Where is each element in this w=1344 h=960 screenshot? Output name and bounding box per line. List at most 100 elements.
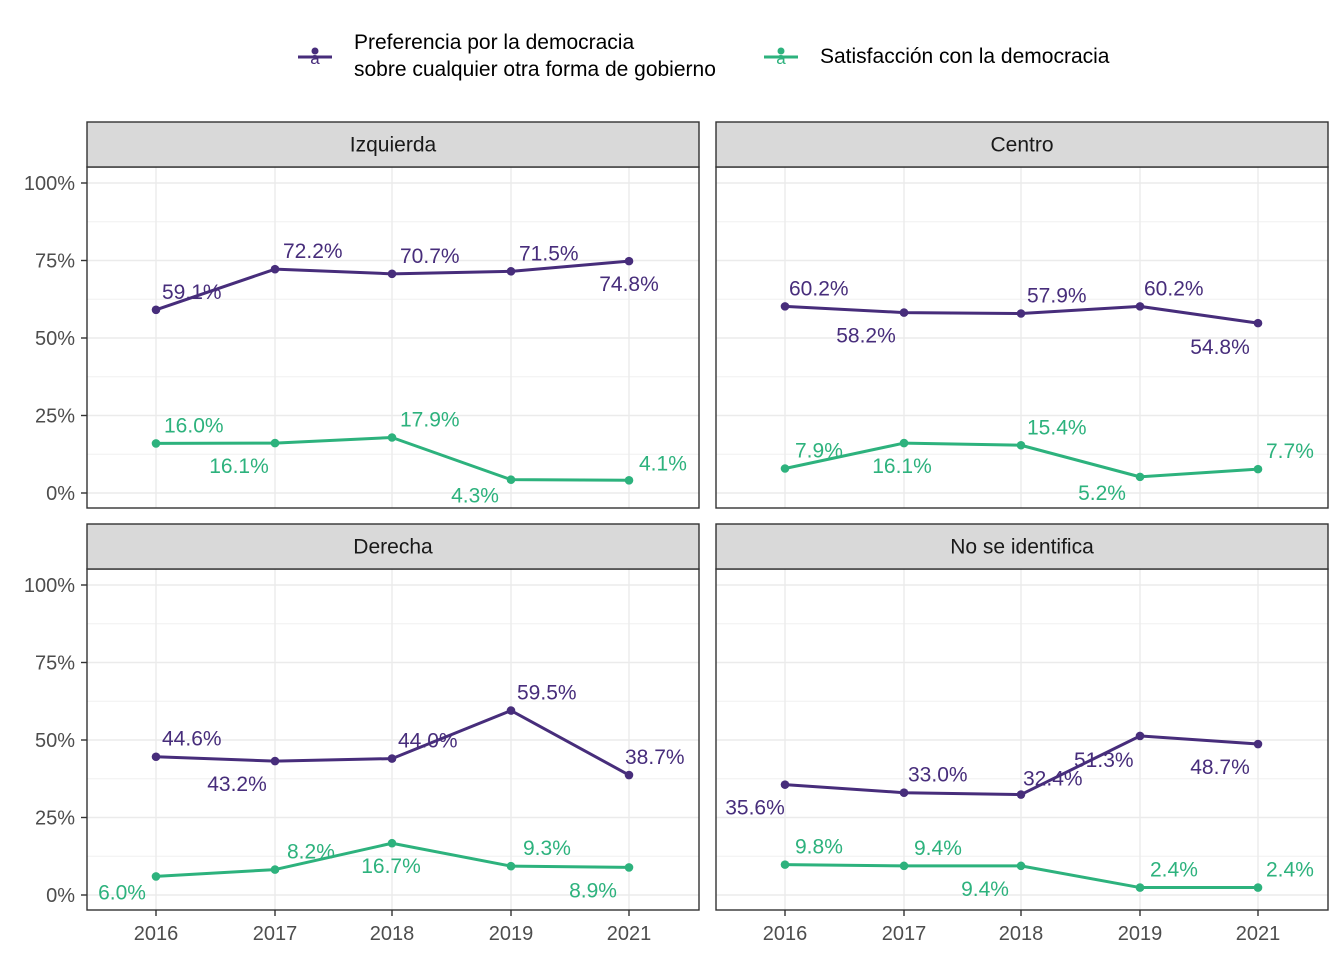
panel-derecha: Derecha 0% 25% 50% 75% 100% 2016 2017 2018 2019 20… — [24, 523, 700, 945]
data-point-sat — [1135, 472, 1145, 482]
data-point-pref — [270, 264, 280, 274]
x-tick-label: 2019 — [489, 923, 534, 945]
data-point-sat — [780, 860, 790, 869]
data-point-sat — [151, 872, 161, 881]
series-pref: 35.6% 33.0% 32.4%51.3% 48.7% — [725, 731, 1263, 820]
legend-key-point-sat — [777, 47, 785, 55]
data-point-pref — [387, 754, 397, 763]
data-point-pref — [1135, 302, 1145, 311]
x-tick-label: 2016 — [134, 923, 179, 945]
data-point-pref — [151, 752, 161, 762]
panel-strip — [86, 523, 700, 570]
data-label-pref: 58.2% — [836, 325, 896, 348]
data-point-pref — [899, 788, 909, 797]
panel-title: Derecha — [353, 536, 433, 559]
data-point-pref — [624, 770, 634, 780]
x-tick-label: 2016 — [763, 923, 808, 945]
data-label-sat: 16.1% — [209, 455, 269, 478]
data-point-pref — [506, 706, 516, 715]
data-label-pref: 35.6% — [725, 797, 785, 820]
data-point-sat — [387, 433, 397, 442]
x-tick-label: 2019 — [1118, 923, 1163, 945]
data-label-pref: 60.2% — [789, 277, 849, 300]
data-label-sat: 5.2% — [1078, 482, 1126, 505]
data-point-sat — [1135, 883, 1145, 892]
data-label-pref: 60.2% — [1144, 277, 1204, 300]
data-label-pref: 38.7% — [625, 746, 685, 769]
data-label-pref: 57.9% — [1027, 285, 1087, 308]
legend-label-pref-line-1: sobre cualquier otra forma de gobierno — [354, 58, 716, 81]
data-label-pref: 51.3% — [1074, 749, 1134, 772]
series-sat: 7.9% 16.1% 15.4% 5.2% 7.7% — [780, 416, 1314, 505]
data-label-pref: 70.7% — [400, 245, 460, 268]
data-label-sat: 9.4% — [914, 837, 962, 860]
data-label-pref: 74.8% — [599, 273, 659, 296]
y-tick-label: 50% — [35, 730, 75, 752]
data-point-sat — [270, 865, 280, 874]
data-point-pref — [387, 269, 397, 279]
panel-izquierda: Izquierda 0% 25% 50% 75% 100% 59.1% 72.2% 70.7% 7… — [24, 121, 700, 509]
y-tick-label: 100% — [24, 575, 75, 597]
legend: a Preferencia por la democracia sobre cual… — [298, 31, 1110, 81]
data-label-sat: 16.0% — [164, 414, 224, 437]
panel-centro: Centro 60.2% 58.2% 57.9% 60.2% 54.8% 7.9% 16.1%… — [715, 121, 1329, 509]
data-label-sat: 16.1% — [872, 455, 932, 478]
data-point-sat — [1253, 883, 1263, 892]
series-pref: 60.2% 58.2% 57.9% 60.2% 54.8% — [780, 277, 1263, 359]
data-label-pref: 59.5% — [517, 682, 577, 705]
data-label-pref: 71.5% — [519, 242, 579, 265]
panel-title: No se identifica — [950, 536, 1094, 559]
data-label-sat: 7.9% — [795, 440, 843, 463]
data-label-sat: 8.2% — [287, 841, 335, 864]
data-point-sat — [270, 438, 280, 448]
legend-key-glyph-pref: a — [310, 49, 320, 68]
series-pref: 44.6% 43.2% 44.0% 59.5% 38.7% — [151, 682, 685, 796]
data-label-pref: 32.4% — [1023, 768, 1083, 791]
data-point-pref — [506, 267, 516, 276]
y-tick-label: 25% — [35, 406, 75, 428]
legend-entry-sat: a Satisfacción con la democracia — [764, 45, 1110, 68]
panel-strip — [86, 121, 700, 168]
data-point-sat — [1253, 464, 1263, 474]
data-label-pref: 59.1% — [162, 281, 222, 304]
panel-title: Centro — [990, 134, 1053, 157]
data-point-sat — [899, 861, 909, 871]
x-tick-label: 2017 — [253, 923, 298, 945]
data-label-pref: 48.7% — [1190, 756, 1250, 779]
data-label-sat: 2.4% — [1266, 859, 1314, 882]
y-tick-label: 0% — [46, 483, 75, 505]
x-tick-label: 2018 — [370, 923, 415, 945]
data-point-pref — [780, 302, 790, 311]
data-label-pref: 44.6% — [162, 728, 222, 751]
panel-strip — [715, 523, 1329, 570]
data-label-sat: 7.7% — [1266, 440, 1314, 463]
data-point-sat — [780, 464, 790, 473]
legend-label-sat-line-0: Satisfacción con la democracia — [820, 45, 1110, 68]
y-tick-label: 100% — [24, 173, 75, 195]
data-point-pref — [151, 305, 161, 315]
legend-key-point-pref — [311, 47, 319, 55]
data-point-pref — [899, 308, 909, 317]
data-point-sat — [1016, 861, 1026, 871]
panel-title: Izquierda — [350, 134, 437, 157]
data-label-pref: 54.8% — [1190, 336, 1250, 359]
data-label-pref: 44.0% — [398, 730, 458, 753]
data-point-sat — [899, 438, 909, 448]
data-point-sat — [1016, 440, 1026, 450]
y-tick-label: 25% — [35, 808, 75, 830]
data-point-pref — [1016, 790, 1026, 799]
panel-strip — [715, 121, 1329, 168]
data-label-pref: 43.2% — [207, 773, 267, 796]
data-point-sat — [151, 439, 161, 448]
legend-key-glyph-sat: a — [776, 49, 786, 68]
y-tick-label: 50% — [35, 328, 75, 350]
data-label-sat: 17.9% — [400, 409, 460, 432]
data-label-pref: 33.0% — [908, 764, 968, 787]
data-label-sat: 8.9% — [569, 879, 617, 902]
data-point-sat — [506, 861, 516, 871]
series-sat: 16.0% 16.1% 17.9% 4.3% 4.1% — [151, 409, 687, 508]
y-tick-label: 75% — [35, 251, 75, 273]
data-label-sat: 16.7% — [361, 855, 421, 878]
x-tick-label: 2021 — [607, 923, 652, 945]
